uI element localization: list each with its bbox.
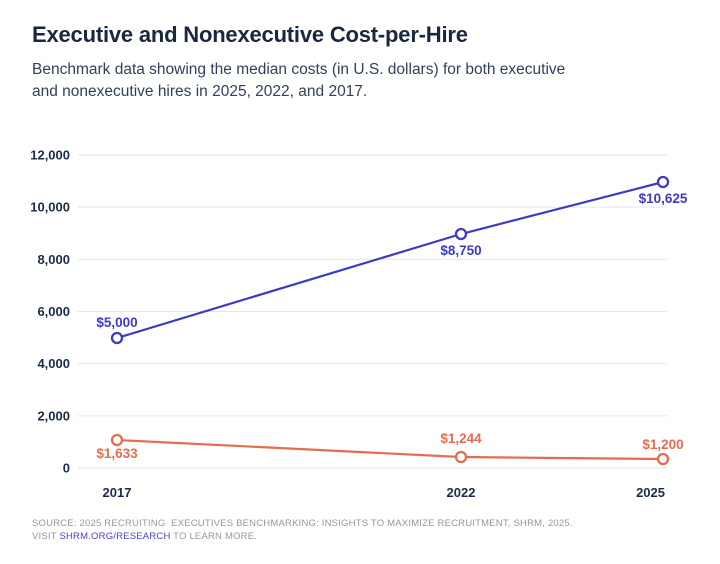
data-point-marker-executive [110, 331, 124, 345]
data-point-label-executive: $5,000 [96, 315, 137, 330]
series-line-executive [116, 180, 664, 340]
y-tick-label: 0 [63, 461, 70, 476]
visit-line: VISIT SHRM.ORG/RESEARCH TO LEARN MORE. [32, 530, 573, 543]
y-tick-label: 6,000 [37, 304, 70, 319]
data-point-label-nonexecutive: $1,200 [642, 437, 683, 452]
data-point-label-executive: $10,625 [639, 191, 688, 206]
source-note: SOURCE: 2025 RECRUITING EXECUTIVES BENCH… [32, 517, 573, 543]
data-point-marker-nonexecutive [656, 452, 670, 466]
data-point-label-nonexecutive: $1,244 [440, 431, 482, 446]
subtitle-line-2: and nonexecutive hires in 2025, 2022, an… [32, 83, 368, 100]
page-title: Executive and Nonexecutive Cost-per-Hire [32, 22, 468, 47]
data-point-marker-executive [454, 227, 468, 241]
y-tick-label: 10,000 [30, 200, 70, 215]
y-tick-label: 8,000 [37, 252, 70, 267]
source-line: SOURCE: 2025 RECRUITING EXECUTIVES BENCH… [32, 518, 573, 529]
visit-suffix: TO LEARN MORE. [170, 531, 258, 542]
x-axis-label: 2022 [447, 485, 476, 500]
x-axis-label: 2025 [636, 485, 665, 500]
data-point-marker-executive [656, 175, 670, 189]
subtitle-line-1: Benchmark data showing the median costs … [32, 61, 566, 78]
y-tick-label: 2,000 [37, 408, 70, 423]
shrm-research-link[interactable]: SHRM.ORG/RESEARCH [59, 531, 171, 542]
series-line-nonexecutive [116, 438, 664, 461]
data-point-label-nonexecutive: $1,633 [96, 446, 138, 461]
page-subtitle: Benchmark data showing the median costs … [32, 59, 565, 103]
y-tick-label: 4,000 [37, 356, 70, 371]
data-point-marker-nonexecutive [454, 450, 468, 464]
data-point-marker-nonexecutive [110, 433, 124, 447]
visit-prefix: VISIT [32, 531, 60, 542]
data-point-label-executive: $8,750 [440, 243, 481, 258]
y-tick-label: 12,000 [30, 148, 70, 163]
x-axis-label: 2017 [103, 485, 132, 500]
